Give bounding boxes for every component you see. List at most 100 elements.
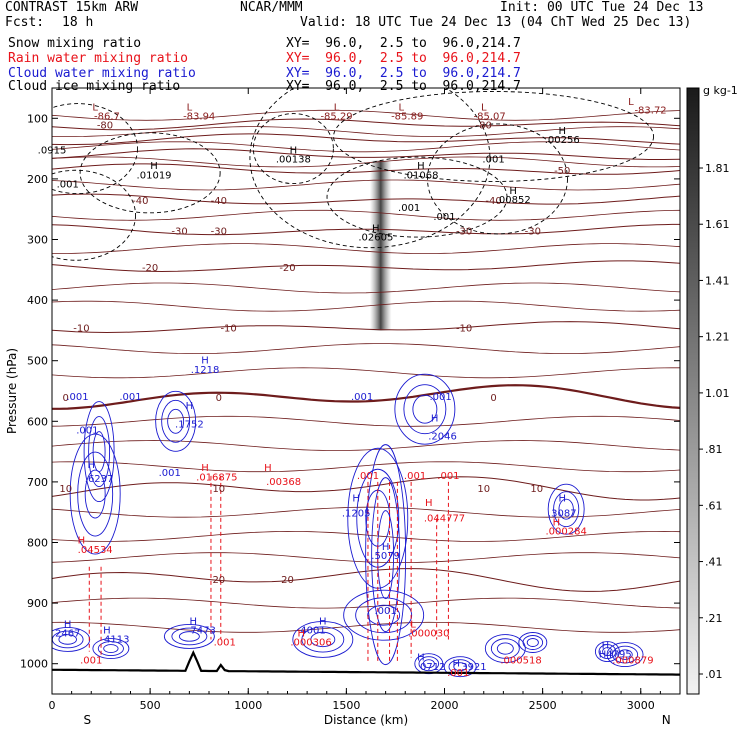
isotherm-label: -20 [279,263,295,274]
cloud-water-contour [553,491,580,528]
y-tick-label: 1000 [20,658,48,671]
cloud-water-contour [167,408,185,434]
isotherm-label: -30 [525,226,541,237]
isotherm-line [52,223,680,236]
cloud-water-contour [422,659,435,669]
cloud-water-contour [171,627,208,646]
contour-label: .1205 [342,508,371,519]
cloud-water-contour [97,641,124,656]
cloud-water-contour [412,394,438,424]
isotherm-line [52,506,680,518]
field-xy-cloudwater: XY= 96.0, 2.5 to 96.0,214.7 [286,66,521,81]
isotherm-label: 20 [281,575,294,586]
isotherm-label: -80 [97,120,113,131]
cloud-water-contour [394,373,456,445]
isotherm-label: -10 [73,323,89,334]
isotherm-line [52,163,680,175]
contour-label: -85.89 [391,112,423,123]
field-name-cloudice: Cloud ice mixing ratio [8,79,181,94]
contour-label: .001 [66,392,88,403]
contour-label: .001 [57,179,79,190]
y-tick-label: 400 [27,294,48,307]
cloud-water-contour [155,390,197,452]
colorbar-tick-label: .61 [705,499,723,512]
contour-label: .001 [404,471,426,482]
cloud-water-contour [88,416,111,488]
contour-label: L [410,619,416,630]
isotherm-label: -30 [456,226,472,237]
cloud-water-contour [292,621,354,658]
isotherm-line [52,300,680,312]
cloud-water-contour [371,477,401,633]
cloud-water-contour [355,597,413,634]
isotherm-label: -40 [132,196,148,207]
colorbar-tick-label: .21 [705,612,723,625]
cloud-water-contour [418,656,440,672]
cloud-water-contour [496,642,514,655]
isotherm-label: -80 [476,120,492,131]
isotherm-label: 10 [477,484,490,495]
cloud-water-contour [58,634,77,645]
contour-label: .04534 [78,545,113,556]
contour-label: .001 [429,392,451,403]
contour-label: L [481,102,487,113]
isotherm-line [52,209,680,221]
contour-label: H [78,536,86,547]
contour-label: H [453,659,461,670]
isotherm-line [52,243,680,254]
contour-label: .1218 [191,365,220,376]
cloud-water-contour [443,656,477,678]
cloud-ice-contour [52,169,136,261]
contour-label: H [64,619,72,630]
contour-label: .001 [398,203,420,214]
x-tick-label: 0 [49,699,56,712]
terrain-line [52,650,680,676]
cloud-water-contour [526,638,539,647]
contour-label: H [264,463,272,474]
contour-label: .000284 [545,527,586,538]
isotherm-line [52,476,680,501]
contour-label: .000879 [612,656,653,667]
cloud-water-contour [103,644,119,653]
colorbar-tick-label: .01 [705,668,723,681]
cloud-water-contour [606,642,644,668]
y-tick-label: 700 [27,476,48,489]
cloud-water-contour [594,641,620,663]
contour-label: L [399,102,405,113]
colorbar-tick-label: 1.21 [705,331,730,344]
isotherm-label: -40 [485,196,501,207]
contour-label: H [509,186,517,197]
y-tick-label: 500 [27,355,48,368]
cloud-ice-contour [427,123,568,235]
fcst-value: 18 h [62,15,94,30]
x-tick-label: 500 [140,699,161,712]
cloud-water-contour [403,384,447,435]
isotherm-line [52,415,680,427]
y-tick-label: 600 [27,415,48,428]
contour-label: H [319,616,327,627]
isotherm-label: 20 [212,575,225,586]
isotherm-line [52,343,680,354]
contour-label: H [431,413,439,424]
cloud-ice-contour [79,132,221,214]
contour-label: 4113 [104,634,129,645]
isotherm-line [52,126,680,137]
cloud-water-contour [69,433,121,555]
cloud-water-contour [547,483,585,535]
contour-label: .1752 [175,419,204,430]
cloud-water-contour [77,451,114,537]
field-name-cloudwater: Cloud water mixing ratio [8,66,196,81]
contour-label: -83.72 [634,105,666,116]
colorbar-tick-label: 1.01 [705,387,730,400]
field-name-snow: Snow mixing ratio [8,36,142,51]
x-tick-label: 3000 [627,699,655,712]
isotherm-line [52,141,680,153]
contour-label: H [352,493,360,504]
contour-label: 0712 [420,662,445,673]
contour-label: H [382,542,390,553]
y-tick-label: 800 [27,537,48,550]
contour-label: .00852 [496,195,531,206]
isotherm-label: 0 [490,393,496,404]
isotherm-line [52,621,680,633]
